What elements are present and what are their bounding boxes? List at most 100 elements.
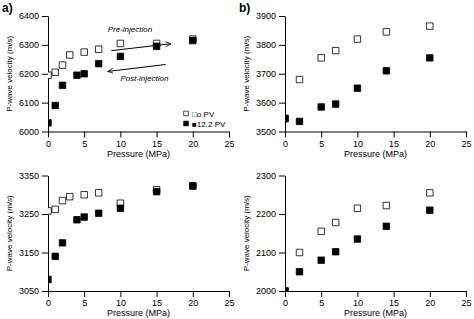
tick: 15 <box>152 132 162 149</box>
y-axis-title: P-wave velocity (m/s) <box>242 195 251 271</box>
tick: 10 <box>116 132 126 149</box>
series <box>48 183 196 215</box>
tick-label: 3250 <box>19 209 39 219</box>
tick-mark <box>157 291 158 297</box>
legend-swatch <box>184 121 189 126</box>
tick-mark <box>42 291 48 292</box>
annotation: Pre-injection <box>108 25 153 34</box>
tick-label: 5 <box>319 139 324 149</box>
legend-swatch <box>184 111 189 116</box>
tick: 3800 <box>256 40 285 50</box>
axis-line <box>49 291 230 292</box>
series <box>48 183 196 283</box>
tick-mark <box>229 132 230 138</box>
tick-mark <box>279 74 285 75</box>
point <box>383 202 389 208</box>
tick: 5 <box>319 291 324 308</box>
tick-label: 3350 <box>19 171 39 181</box>
point <box>318 228 324 234</box>
x-axis-title: Pressure (MPa) <box>344 149 407 159</box>
tick-mark <box>193 132 194 138</box>
point <box>48 276 51 282</box>
tick-label: 3900 <box>256 11 276 21</box>
tick-mark <box>84 132 85 138</box>
legend-label: ■12.2 PV <box>192 120 226 129</box>
point <box>48 208 51 214</box>
point <box>383 68 389 74</box>
panel: 05101520253050315032503350Pressure (MPa)… <box>5 171 235 318</box>
point <box>59 240 65 246</box>
figure: 051015202560006100620063006400Pressure (… <box>0 0 474 319</box>
tick-mark <box>357 291 358 297</box>
tick-mark <box>42 176 48 177</box>
tick-mark <box>279 253 285 254</box>
point <box>354 36 360 42</box>
tick-label: 20 <box>425 298 435 308</box>
point <box>296 76 302 82</box>
point <box>66 52 72 58</box>
tick-label: 25 <box>224 139 234 149</box>
point <box>74 72 80 78</box>
tick-label: 5 <box>82 139 87 149</box>
tick-mark <box>42 253 48 254</box>
tick: 20 <box>425 132 435 149</box>
point <box>318 257 324 263</box>
tick-mark <box>229 291 230 297</box>
point <box>190 183 196 189</box>
y-axis: 3050315032503350 <box>19 171 49 297</box>
tick-mark <box>48 291 49 297</box>
tick-mark <box>120 132 121 138</box>
tick-label: 25 <box>224 298 234 308</box>
tick-label: 6000 <box>19 127 39 137</box>
tick: 0 <box>46 291 51 308</box>
tick-mark <box>394 132 395 138</box>
series <box>48 37 196 126</box>
tick-label: 2100 <box>256 248 276 258</box>
y-axis-title: P-wave velocity (m/s) <box>5 35 14 111</box>
tick-label: 2300 <box>256 171 276 181</box>
tick-mark <box>279 176 285 177</box>
panel-label: a) <box>2 1 13 15</box>
tick-mark <box>42 74 48 75</box>
tick-mark <box>193 291 194 297</box>
point <box>296 269 302 275</box>
tick: 5 <box>319 132 324 149</box>
point <box>427 23 433 29</box>
point <box>190 37 196 43</box>
tick-mark <box>120 291 121 297</box>
point <box>59 62 65 68</box>
axis-line <box>285 17 286 133</box>
y-axis-title: P-wave velocity (m/s) <box>242 35 251 111</box>
point <box>285 115 288 121</box>
point <box>48 120 51 126</box>
plot-area <box>48 183 196 283</box>
tick-label: 3800 <box>256 40 276 50</box>
point <box>74 217 80 223</box>
x-axis: 0510152025 <box>46 291 235 308</box>
tick-label: 0 <box>283 298 288 308</box>
tick: 2100 <box>256 248 285 258</box>
panel: 051015202560006100620063006400Pressure (… <box>2 1 235 159</box>
tick-mark <box>285 291 286 297</box>
tick-mark <box>42 214 48 215</box>
point <box>190 183 196 189</box>
axis-line <box>285 176 286 292</box>
point <box>332 219 338 225</box>
tick: 20 <box>188 132 198 149</box>
point <box>383 29 389 35</box>
tick-mark <box>357 132 358 138</box>
tick-label: 6300 <box>19 40 39 50</box>
tick-label: 0 <box>283 139 288 149</box>
tick-mark <box>279 214 285 215</box>
point <box>48 72 51 78</box>
x-axis: 0510152025 <box>283 291 472 308</box>
tick-label: 2000 <box>256 286 276 296</box>
tick: 10 <box>116 291 126 308</box>
series <box>285 23 433 122</box>
legend-item: ■12.2 PV <box>184 120 226 129</box>
tick: 25 <box>461 291 471 308</box>
annotation-arrow <box>108 65 166 72</box>
tick: 3050 <box>19 286 48 296</box>
point <box>427 207 433 213</box>
tick-label: 5 <box>319 298 324 308</box>
